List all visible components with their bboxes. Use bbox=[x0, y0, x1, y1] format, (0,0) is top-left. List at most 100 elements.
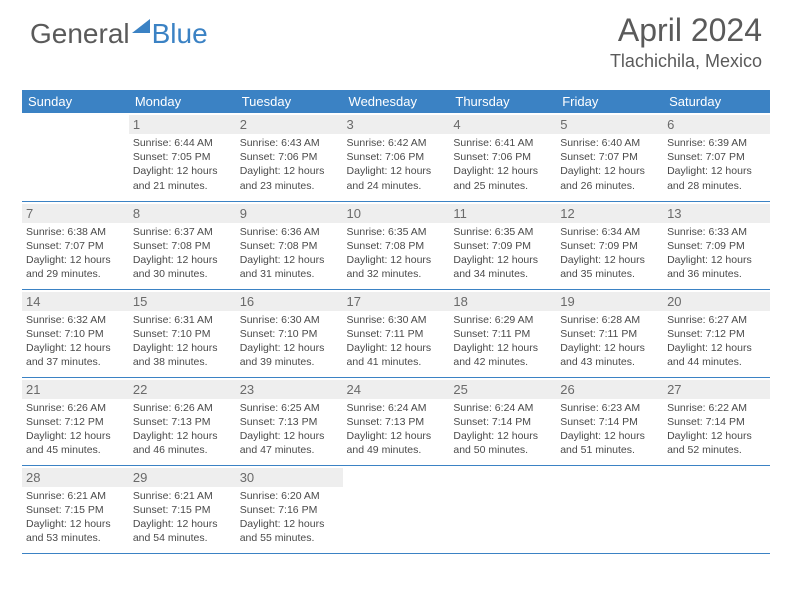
calendar-cell: 11Sunrise: 6:35 AMSunset: 7:09 PMDayligh… bbox=[449, 201, 556, 289]
day-info: Sunrise: 6:26 AMSunset: 7:13 PMDaylight:… bbox=[133, 401, 232, 458]
calendar-cell: 7Sunrise: 6:38 AMSunset: 7:07 PMDaylight… bbox=[22, 201, 129, 289]
day-info-line: Sunset: 7:08 PM bbox=[133, 239, 232, 253]
calendar-cell: 26Sunrise: 6:23 AMSunset: 7:14 PMDayligh… bbox=[556, 377, 663, 465]
day-info-line: and 41 minutes. bbox=[347, 355, 446, 369]
day-info-line: Daylight: 12 hours bbox=[453, 164, 552, 178]
day-info-line: Sunrise: 6:29 AM bbox=[453, 313, 552, 327]
day-info-line: Sunrise: 6:33 AM bbox=[667, 225, 766, 239]
day-info: Sunrise: 6:21 AMSunset: 7:15 PMDaylight:… bbox=[133, 489, 232, 546]
day-number: 19 bbox=[556, 292, 663, 311]
day-info: Sunrise: 6:42 AMSunset: 7:06 PMDaylight:… bbox=[347, 136, 446, 193]
day-info-line: Daylight: 12 hours bbox=[133, 164, 232, 178]
day-info-line: and 42 minutes. bbox=[453, 355, 552, 369]
day-info-line: Sunset: 7:07 PM bbox=[560, 150, 659, 164]
day-info-line: Daylight: 12 hours bbox=[26, 341, 125, 355]
day-number: 16 bbox=[236, 292, 343, 311]
day-info-line: and 28 minutes. bbox=[667, 179, 766, 193]
day-info-line: Sunrise: 6:24 AM bbox=[347, 401, 446, 415]
logo: General Blue bbox=[30, 18, 208, 50]
calendar-cell: 16 Sunrise: 6:30 AMSunset: 7:10 PMDayligh… bbox=[236, 289, 343, 377]
dayheader: Saturday bbox=[663, 90, 770, 113]
day-info-line: Sunrise: 6:36 AM bbox=[240, 225, 339, 239]
day-info: Sunrise: 6:41 AMSunset: 7:06 PMDaylight:… bbox=[453, 136, 552, 193]
day-info-line: Sunrise: 6:34 AM bbox=[560, 225, 659, 239]
logo-word2: Blue bbox=[152, 18, 208, 50]
day-info-line: Sunrise: 6:21 AM bbox=[26, 489, 125, 503]
day-number: 8 bbox=[129, 204, 236, 223]
calendar-cell bbox=[343, 465, 450, 553]
day-info-line: and 25 minutes. bbox=[453, 179, 552, 193]
day-info: Sunrise: 6:24 AMSunset: 7:14 PMDaylight:… bbox=[453, 401, 552, 458]
day-info-line: Daylight: 12 hours bbox=[240, 341, 339, 355]
day-number: 2 bbox=[236, 115, 343, 134]
day-info-line: Sunrise: 6:44 AM bbox=[133, 136, 232, 150]
day-info-line: Daylight: 12 hours bbox=[667, 341, 766, 355]
calendar-cell bbox=[449, 465, 556, 553]
day-info: Sunrise: 6:24 AMSunset: 7:13 PMDaylight:… bbox=[347, 401, 446, 458]
calendar-cell: 1Sunrise: 6:44 AMSunset: 7:05 PMDaylight… bbox=[129, 113, 236, 201]
day-info: Sunrise: 6:44 AMSunset: 7:05 PMDaylight:… bbox=[133, 136, 232, 193]
calendar-cell: 13Sunrise: 6:33 AMSunset: 7:09 PMDayligh… bbox=[663, 201, 770, 289]
day-info-line: Sunset: 7:06 PM bbox=[347, 150, 446, 164]
day-info-line: Sunrise: 6:23 AM bbox=[560, 401, 659, 415]
day-info: Sunrise: 6:35 AMSunset: 7:09 PMDaylight:… bbox=[453, 225, 552, 282]
day-info: Sunrise: 6:20 AMSunset: 7:16 PMDaylight:… bbox=[240, 489, 339, 546]
day-info-line: Daylight: 12 hours bbox=[240, 253, 339, 267]
day-info-line: Daylight: 12 hours bbox=[26, 253, 125, 267]
day-info: Sunrise: 6:38 AMSunset: 7:07 PMDaylight:… bbox=[26, 225, 125, 282]
day-info-line: Sunset: 7:14 PM bbox=[560, 415, 659, 429]
day-info: Sunrise: 6:30 AMSunset: 7:10 PMDaylight:… bbox=[240, 313, 339, 370]
day-info-line: and 51 minutes. bbox=[560, 443, 659, 457]
day-info-line: Sunset: 7:13 PM bbox=[347, 415, 446, 429]
dayheader: Friday bbox=[556, 90, 663, 113]
day-info: Sunrise: 6:21 AMSunset: 7:15 PMDaylight:… bbox=[26, 489, 125, 546]
day-info-line: Daylight: 12 hours bbox=[667, 164, 766, 178]
day-number: 27 bbox=[663, 380, 770, 399]
day-info-line: Sunrise: 6:43 AM bbox=[240, 136, 339, 150]
calendar-cell: 3 Sunrise: 6:42 AMSunset: 7:06 PMDaylight… bbox=[343, 113, 450, 201]
calendar-week-row: 21Sunrise: 6:26 AMSunset: 7:12 PMDayligh… bbox=[22, 377, 770, 465]
calendar-cell: 20Sunrise: 6:27 AMSunset: 7:12 PMDayligh… bbox=[663, 289, 770, 377]
day-info-line: Daylight: 12 hours bbox=[453, 429, 552, 443]
day-info-line: and 21 minutes. bbox=[133, 179, 232, 193]
day-info-line: Sunset: 7:06 PM bbox=[240, 150, 339, 164]
day-info-line: Sunset: 7:11 PM bbox=[347, 327, 446, 341]
day-info-line: Sunrise: 6:21 AM bbox=[133, 489, 232, 503]
day-number: 3 bbox=[343, 115, 450, 134]
calendar-cell: 18Sunrise: 6:29 AMSunset: 7:11 PMDayligh… bbox=[449, 289, 556, 377]
calendar-week-row: 1Sunrise: 6:44 AMSunset: 7:05 PMDaylight… bbox=[22, 113, 770, 201]
day-info-line: Daylight: 12 hours bbox=[667, 429, 766, 443]
day-info-line: and 26 minutes. bbox=[560, 179, 659, 193]
day-info-line: Sunset: 7:05 PM bbox=[133, 150, 232, 164]
day-info-line: Sunrise: 6:40 AM bbox=[560, 136, 659, 150]
day-info-line: Daylight: 12 hours bbox=[453, 341, 552, 355]
month-title: April 2024 bbox=[610, 12, 762, 49]
day-info-line: Daylight: 12 hours bbox=[240, 164, 339, 178]
logo-word1: General bbox=[30, 18, 130, 50]
day-info: Sunrise: 6:23 AMSunset: 7:14 PMDaylight:… bbox=[560, 401, 659, 458]
day-info-line: Sunrise: 6:31 AM bbox=[133, 313, 232, 327]
day-info-line: and 43 minutes. bbox=[560, 355, 659, 369]
day-info-line: and 39 minutes. bbox=[240, 355, 339, 369]
day-number: 6 bbox=[663, 115, 770, 134]
day-number: 23 bbox=[236, 380, 343, 399]
calendar-cell bbox=[556, 465, 663, 553]
day-info: Sunrise: 6:25 AMSunset: 7:13 PMDaylight:… bbox=[240, 401, 339, 458]
calendar-cell: 5Sunrise: 6:40 AMSunset: 7:07 PMDaylight… bbox=[556, 113, 663, 201]
day-number: 10 bbox=[343, 204, 450, 223]
day-info-line: Daylight: 12 hours bbox=[667, 253, 766, 267]
calendar-cell: 15Sunrise: 6:31 AMSunset: 7:10 PMDayligh… bbox=[129, 289, 236, 377]
day-info-line: Daylight: 12 hours bbox=[133, 253, 232, 267]
day-info: Sunrise: 6:28 AMSunset: 7:11 PMDaylight:… bbox=[560, 313, 659, 370]
calendar-cell: 8Sunrise: 6:37 AMSunset: 7:08 PMDaylight… bbox=[129, 201, 236, 289]
day-info-line: and 32 minutes. bbox=[347, 267, 446, 281]
day-info-line: and 36 minutes. bbox=[667, 267, 766, 281]
day-info: Sunrise: 6:43 AMSunset: 7:06 PMDaylight:… bbox=[240, 136, 339, 193]
calendar-cell: 23 Sunrise: 6:25 AMSunset: 7:13 PMDayligh… bbox=[236, 377, 343, 465]
calendar-cell: 28Sunrise: 6:21 AMSunset: 7:15 PMDayligh… bbox=[22, 465, 129, 553]
day-info-line: Sunrise: 6:24 AM bbox=[453, 401, 552, 415]
day-info-line: Sunset: 7:09 PM bbox=[560, 239, 659, 253]
day-info-line: Daylight: 12 hours bbox=[133, 429, 232, 443]
calendar-cell: 10Sunrise: 6:35 AMSunset: 7:08 PMDayligh… bbox=[343, 201, 450, 289]
day-info: Sunrise: 6:36 AMSunset: 7:08 PMDaylight:… bbox=[240, 225, 339, 282]
